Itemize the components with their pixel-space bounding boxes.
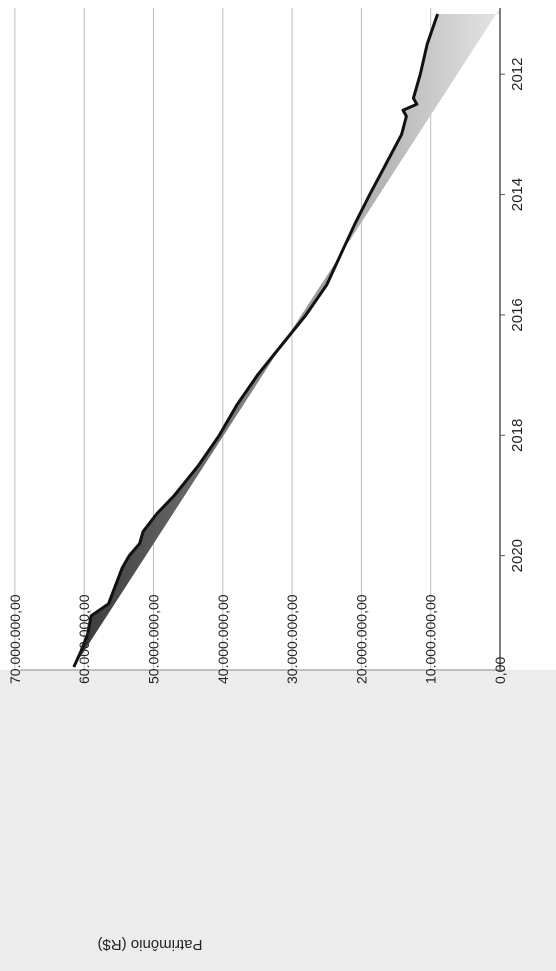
y-axis-label: Patrimônio (R$) bbox=[97, 936, 202, 953]
series-line bbox=[72, 13, 440, 668]
y-tick-label: 30.000.000,00 bbox=[284, 594, 300, 684]
y-tick-label: 70.000.000,00 bbox=[7, 594, 23, 684]
area-series bbox=[72, 8, 501, 668]
axes bbox=[20, 8, 505, 671]
x-tick-label: 2012 bbox=[509, 58, 526, 91]
x-tick-label: 2020 bbox=[509, 539, 526, 572]
plot-background bbox=[0, 0, 556, 670]
y-tick-labels: 0,00 10.000.000,00 20.000.000,00 30.000.000… bbox=[7, 594, 508, 684]
y-tick-label: 20.000.000,00 bbox=[353, 594, 369, 684]
y-tick-label: 50.000.000,00 bbox=[146, 594, 162, 684]
plot-area bbox=[0, 0, 556, 670]
y-tick-label: 10.000.000,00 bbox=[423, 594, 439, 684]
y-tick-label: 0,00 bbox=[492, 657, 508, 684]
gridlines bbox=[14, 8, 432, 670]
y-tick-label: 40.000.000,00 bbox=[215, 594, 231, 684]
x-tick-label: 2016 bbox=[509, 298, 526, 331]
x-tick-label: 2014 bbox=[509, 178, 526, 211]
y-tick-label: 60.000.000,00 bbox=[76, 594, 92, 684]
x-tick-label: 2018 bbox=[509, 419, 526, 452]
x-tick-labels: 2012 2014 2016 2018 2020 bbox=[509, 58, 526, 573]
